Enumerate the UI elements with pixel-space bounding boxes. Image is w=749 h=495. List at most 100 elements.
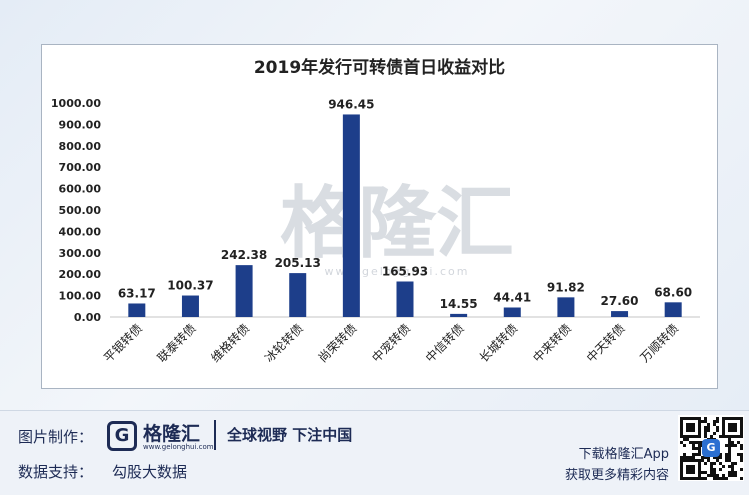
qr-module [695,417,698,420]
qr-module [722,426,725,429]
y-tick-label: 1000.00 [51,97,101,110]
qr-module [698,432,701,435]
qr-module [680,423,683,426]
qr-module [701,477,704,480]
qr-module [734,444,737,447]
qr-module [722,417,725,420]
qr-module [680,432,683,435]
qr-module [716,477,719,480]
qr-module [740,459,743,462]
data-label-8: 91.82 [547,280,585,294]
qr-module [698,462,701,465]
qr-module [698,435,701,438]
slogan: 全球视野 下注中国 [227,426,353,444]
qr-module [725,477,728,480]
qr-module [689,429,692,432]
qr-module [719,456,722,459]
qr-module [725,444,728,447]
qr-module [740,468,743,471]
qr-module [683,456,686,459]
qr-module [680,471,683,474]
qr-module [707,456,710,459]
app-download-text[interactable]: 下载格隆汇App [578,447,669,462]
qr-module [689,465,692,468]
qr-module [686,429,689,432]
qr-module [698,417,701,420]
qr-module [737,441,740,444]
qr-module [728,450,731,453]
brand-logo[interactable]: G 格隆汇 www.gelonghui.com [107,419,214,453]
qr-module [686,459,689,462]
qr-module [728,471,731,474]
y-tick-label: 300.00 [59,247,102,260]
qr-module [728,423,731,426]
qr-module [713,474,716,477]
qr-module [689,468,692,471]
x-tick-label-0: 平银转债 [100,321,145,366]
qr-module [701,420,704,423]
qr-module [683,417,686,420]
qr-module [722,432,725,435]
y-tick-label: 900.00 [59,118,102,131]
qr-module [734,474,737,477]
qr-module [704,432,707,435]
qr-module [731,426,734,429]
qr-module [683,444,686,447]
qr-module [740,432,743,435]
qr-module [692,444,695,447]
x-tick-label-5: 中宠转债 [369,321,414,366]
y-tick-label: 100.00 [59,290,102,303]
data-label-9: 27.60 [601,294,639,308]
qr-module [722,429,725,432]
qr-module [707,474,710,477]
qr-module [734,435,737,438]
app-more-text: 获取更多精彩内容 [564,468,669,483]
x-tick-label-10: 万顺转债 [637,321,682,366]
x-tick-label-7: 长城转债 [476,321,521,366]
qr-module [728,444,731,447]
qr-module [707,423,710,426]
qr-module [683,477,686,480]
qr-module [689,441,692,444]
qr-module [740,429,743,432]
qr-code-icon[interactable]: G [678,415,744,481]
qr-module [695,453,698,456]
qr-module [740,420,743,423]
qr-module [701,456,704,459]
qr-module [731,429,734,432]
qr-module [713,432,716,435]
qr-module [740,477,743,480]
qr-module [692,453,695,456]
data-label-2: 242.38 [221,248,267,262]
qr-module [686,468,689,471]
qr-module [740,435,743,438]
qr-module [686,417,689,420]
qr-module [737,417,740,420]
qr-module [692,456,695,459]
qr-module [689,417,692,420]
qr-module [698,471,701,474]
qr-module [734,426,737,429]
data-label-1: 100.37 [167,279,213,293]
qr-module [695,435,698,438]
qr-module [689,456,692,459]
qr-module [731,474,734,477]
qr-module [692,426,695,429]
qr-module [680,435,683,438]
qr-module [680,477,683,480]
bar-2 [235,265,253,317]
qr-module [704,477,707,480]
qr-module [686,438,689,441]
qr-module [722,420,725,423]
qr-module [731,444,734,447]
data-label-0: 63.17 [118,286,156,300]
qr-module [710,435,713,438]
data-label-4: 946.45 [328,97,374,111]
qr-module [716,420,719,423]
qr-module [692,465,695,468]
qr-module [695,441,698,444]
qr-module [704,435,707,438]
qr-module [728,456,731,459]
qr-module [680,417,683,420]
qr-module [734,429,737,432]
